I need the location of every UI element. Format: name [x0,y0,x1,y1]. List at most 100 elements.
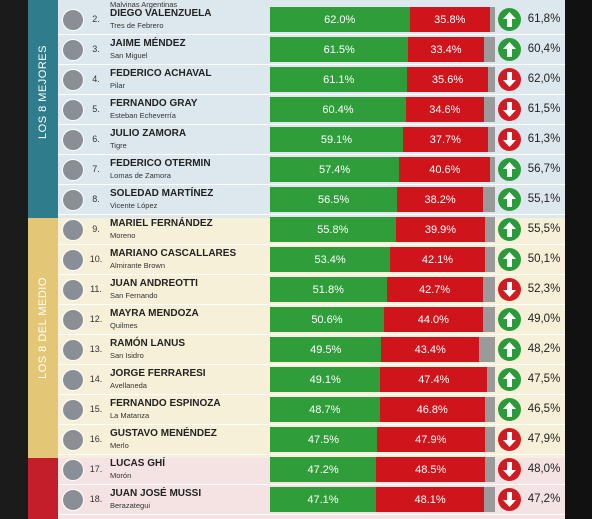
approval-bar: 56.5% [270,187,398,212]
row-divider [58,364,565,365]
row-divider [58,304,565,305]
previous-value: 62,0% [527,73,561,85]
row-divider [58,484,565,485]
disapproval-bar: 38.2% [397,187,484,212]
disapproval-bar: 34.6% [405,97,484,122]
top-group-side [28,0,58,218]
trend-arrow [498,8,521,31]
trend-arrow [498,98,521,121]
place: Esteban Echeverría [110,111,176,120]
name: JUAN JOSÉ MUSSI [110,488,202,499]
trend-arrow [498,128,521,151]
photo [62,219,84,241]
disapproval-bar: 39.9% [395,217,486,242]
previous-value: 55,5% [527,223,561,235]
row-divider [58,124,565,125]
trend-arrow [498,308,521,331]
place: Tres de Febrero [110,21,164,30]
row-divider [58,184,565,185]
disapproval-bar: 35.6% [407,67,488,92]
name: DIEGO VALENZUELA [110,8,212,19]
bar: 47.2% 48.5% [270,457,495,482]
rank: 14. [89,374,103,384]
place: La Matanza [110,411,150,420]
bar: 48.7% 46.8% [270,397,495,422]
photo [62,189,84,211]
photo [62,9,84,31]
place: San Isidro [110,351,144,360]
arrow-up [503,402,516,417]
place: Avellaneda [110,381,147,390]
trend-arrow [498,488,521,511]
name: FEDERICO ACHAVAL [110,68,212,79]
bar: 57.4% 40.6% [270,157,495,182]
rank: 7. [92,164,100,174]
arrow-down [503,462,516,477]
disapproval-bar: 44.0% [383,307,483,332]
right-edge [565,0,592,519]
previous-value: 55,1% [527,193,561,205]
rank: 3. [92,44,100,54]
bar: 53.4% 42.1% [270,247,495,272]
disapproval-bar: 48.1% [375,487,485,512]
previous-value: 47,9% [527,433,561,445]
disapproval-bar: 46.8% [379,397,485,422]
row-divider [58,94,565,95]
arrow-down [503,102,516,117]
previous-value: 47,5% [527,373,561,385]
approval-bar: 60.4% [270,97,406,122]
rank: 5. [92,104,100,114]
previous-value: 61,5% [527,103,561,115]
arrow-up [503,252,516,267]
bar: 47.1% 48.1% [270,487,495,512]
row-divider [58,424,565,425]
trend-arrow [498,428,521,451]
name: LUCAS GHÍ [110,458,165,469]
approval-bar: 50.6% [270,307,384,332]
place: Moreno [110,231,136,240]
previous-value: 48,0% [527,463,561,475]
photo [62,279,84,301]
previous-value: 52,3% [527,283,561,295]
arrow-up [503,12,516,27]
approval-bar: 57.4% [270,157,400,182]
group-label: LOS 8 DEL MEDIO [37,277,49,379]
previous-value: 60,4% [527,43,561,55]
trend-arrow [498,278,521,301]
name: GUSTAVO MENÉNDEZ [110,428,217,439]
approval-bar: 53.4% [270,247,391,272]
row-divider [58,334,565,335]
arrow-down [503,432,516,447]
disapproval-bar: 40.6% [399,157,491,182]
place: Lomas de Zamora [110,171,171,180]
rank: 8. [92,194,100,204]
photo [62,249,84,271]
row-divider [58,154,565,155]
bar: 62.0% 35.8% [270,7,495,32]
rank: 18. [89,494,103,504]
bar: 49.5% 43.4% [270,337,495,362]
rank: 15. [89,404,103,414]
previous-value: 48,2% [527,343,561,355]
trend-arrow [498,248,521,271]
approval-bar: 59.1% [270,127,403,152]
trend-arrow [498,338,521,361]
place: Vicente López [110,201,158,210]
row-divider [58,274,565,275]
disapproval-bar: 47.4% [380,367,488,392]
name: FEDERICO OTERMIN [110,158,211,169]
name: SOLEDAD MARTÍNEZ [110,188,214,199]
photo [62,99,84,121]
row-divider [58,514,565,515]
rank: 2. [92,14,100,24]
arrow-down [503,132,516,147]
disapproval-bar: 47.9% [376,427,485,452]
row-divider [58,244,565,245]
approval-bar: 55.8% [270,217,396,242]
previous-value: 46,5% [527,403,561,415]
previous-value: 50,1% [527,253,561,265]
rank: 4. [92,74,100,84]
approval-bar: 48.7% [270,397,380,422]
previous-value: 49,0% [527,313,561,325]
